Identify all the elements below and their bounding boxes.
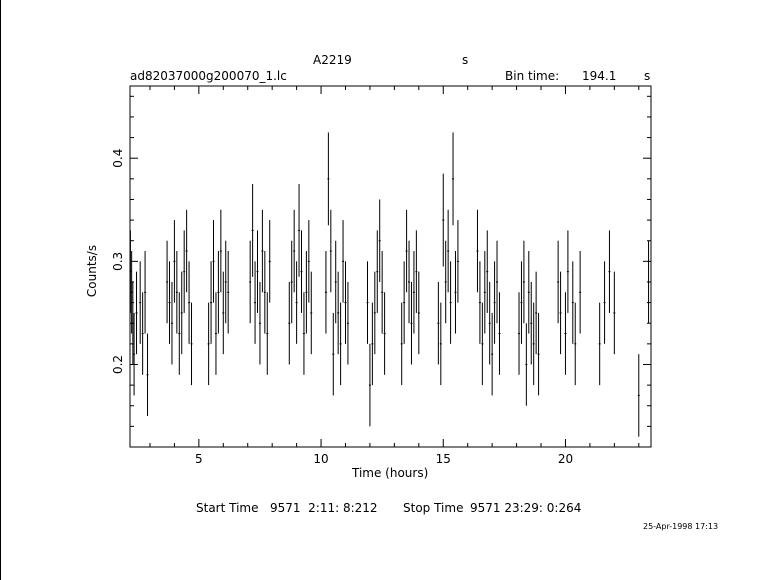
y-tick-label: 0.2 bbox=[111, 355, 125, 374]
plot-frame bbox=[129, 85, 652, 448]
start-time-value: 9571 2:11: 8:212 bbox=[270, 501, 378, 515]
tick-labels: 5 10 15 20 0.2 0.3 0.4 bbox=[111, 149, 573, 466]
x-tick-label: 15 bbox=[436, 452, 451, 466]
stop-time-value: 9571 23:29: 0:264 bbox=[470, 501, 582, 515]
x-tick-label: 20 bbox=[558, 452, 573, 466]
y-axis-label: Counts/s bbox=[85, 244, 100, 298]
start-time-label: Start Time bbox=[196, 501, 259, 515]
bin-time-unit: s bbox=[644, 69, 651, 83]
axis-ticks bbox=[130, 86, 651, 448]
x-tick-label: 10 bbox=[313, 452, 328, 466]
y-tick-label: 0.4 bbox=[111, 149, 125, 168]
y-tick-label: 0.3 bbox=[111, 252, 125, 271]
plot-timestamp: 25-Apr-1998 17:13 bbox=[643, 522, 719, 531]
chart-title: A2219 bbox=[313, 53, 352, 67]
x-tick-label: 5 bbox=[195, 452, 203, 466]
bin-time-label: Bin time: bbox=[505, 69, 560, 83]
x-axis-label: Time (hours) bbox=[352, 466, 429, 480]
data-marks bbox=[129, 132, 650, 437]
bin-time-value: 194.1 bbox=[582, 69, 617, 83]
file-label: ad82037000g200070_1.lc bbox=[130, 69, 287, 83]
chart-title-suffix: s bbox=[462, 53, 469, 67]
stop-time-label: Stop Time bbox=[403, 501, 464, 515]
window-left-edge bbox=[0, 0, 1, 580]
